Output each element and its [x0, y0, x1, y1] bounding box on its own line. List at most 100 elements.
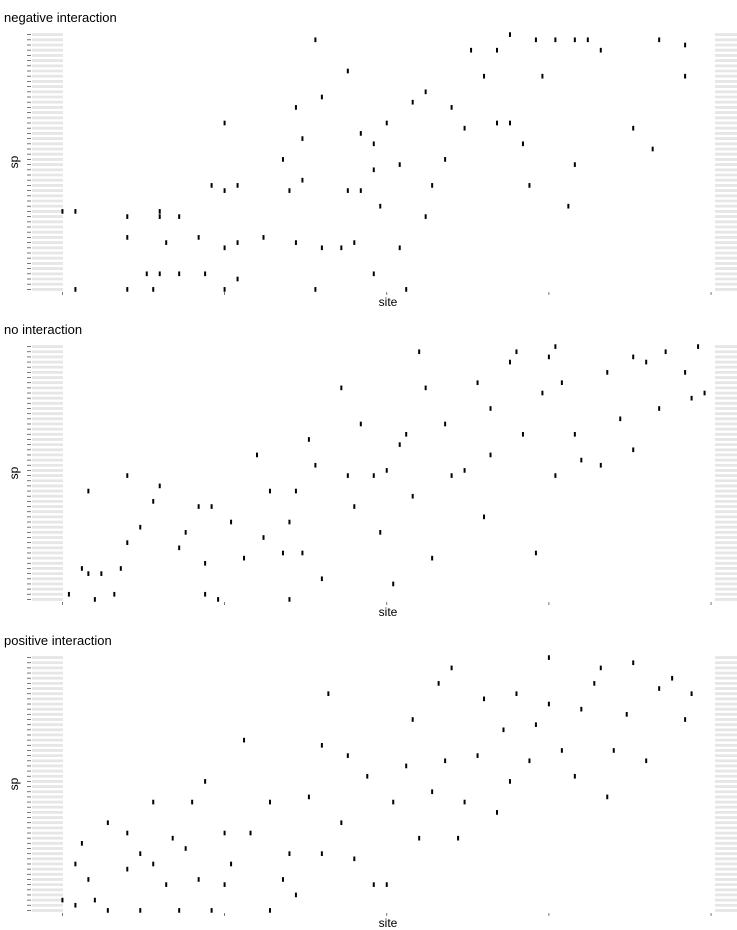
occurrence-mark [281, 157, 284, 162]
occurrence-mark [74, 861, 77, 867]
occurrence-mark [508, 120, 511, 126]
occurrence-mark [294, 240, 297, 245]
occurrence-mark [547, 655, 550, 660]
occurrence-mark [294, 105, 297, 110]
occurrence-mark [541, 73, 544, 79]
occurrence-mark [320, 742, 323, 748]
occurrence-mark [191, 799, 194, 805]
occurrence-mark [671, 675, 674, 681]
occurrence-mark [126, 473, 129, 478]
occurrence-mark [178, 908, 181, 913]
occurrence-mark [249, 830, 252, 836]
occurrence-mark [528, 183, 531, 188]
panel-title: no interaction [4, 322, 82, 337]
occurrence-mark [684, 73, 687, 79]
occurrence-mark [184, 846, 187, 851]
occurrence-mark [431, 183, 434, 188]
occurrence-mark [126, 235, 129, 240]
occurrence-mark [431, 789, 434, 795]
occurrence-mark [372, 167, 375, 173]
occurrence-mark [508, 359, 511, 365]
occurrence-mark [223, 287, 226, 292]
occurrence-mark [392, 581, 395, 587]
occurrence-mark [457, 835, 460, 841]
occurrence-mark [236, 276, 239, 282]
occurrence-mark [106, 820, 109, 826]
x-axis-label: site [379, 295, 398, 309]
occurrence-mark [281, 877, 284, 882]
occurrence-mark [580, 457, 583, 463]
occurrence-mark [502, 727, 505, 733]
occurrence-mark [197, 504, 200, 509]
occurrence-mark [307, 794, 310, 800]
occurrence-mark [262, 535, 265, 540]
occurrence-mark [204, 560, 207, 566]
occurrence-mark [547, 354, 550, 360]
occurrence-mark [126, 214, 129, 219]
occurrence-mark [158, 209, 161, 214]
occurrence-mark [210, 504, 213, 509]
occurrence-mark [463, 468, 466, 473]
occurrence-mark [126, 540, 129, 545]
occurrence-mark [80, 841, 83, 846]
occurrence-mark [288, 597, 291, 602]
occurrence-mark [489, 406, 492, 411]
occurrence-mark [697, 344, 700, 349]
occurrence-mark [353, 856, 356, 862]
occurrence-mark [554, 344, 557, 349]
occurrence-mark [223, 120, 226, 126]
occurrence-mark [288, 519, 291, 525]
occurrence-mark [573, 431, 576, 437]
occurrence-mark [184, 530, 187, 535]
occurrence-mark [632, 354, 635, 360]
occurrence-mark [152, 861, 155, 867]
occurrence-mark [197, 877, 200, 882]
occurrence-mark [483, 514, 486, 520]
occurrence-mark [158, 214, 161, 219]
occurrence-mark [528, 758, 531, 764]
occurrence-mark [210, 183, 213, 188]
occurrence-mark [534, 37, 537, 43]
occurrence-mark [327, 691, 330, 697]
occurrence-mark [450, 105, 453, 110]
occurrence-mark [379, 203, 382, 209]
occurrence-mark [385, 882, 388, 887]
occurrence-mark [372, 882, 375, 887]
occurrence-mark [87, 877, 90, 882]
occurrence-mark [632, 660, 635, 666]
occurrence-mark [573, 162, 576, 167]
occurrence-mark [684, 42, 687, 48]
panel-title: positive interaction [4, 633, 112, 648]
occurrence-mark [405, 431, 408, 437]
occurrence-mark [521, 431, 524, 437]
occurrence-mark [612, 748, 615, 753]
occurrence-mark [651, 146, 654, 152]
occurrence-mark [256, 452, 259, 458]
occurrence-mark [554, 473, 557, 478]
occurrence-mark [74, 902, 77, 908]
occurrence-mark [554, 37, 557, 43]
occurrence-mark [288, 188, 291, 193]
occurrence-mark [431, 555, 434, 561]
occurrence-mark [476, 753, 479, 758]
occurrence-mark [301, 550, 304, 556]
occurrence-mark [100, 571, 103, 576]
occurrence-mark [398, 442, 401, 447]
occurrence-mark [658, 37, 661, 43]
occurrence-mark [444, 157, 447, 162]
occurrence-mark [684, 717, 687, 722]
occurrence-mark [243, 555, 246, 561]
occurrence-mark [580, 706, 583, 712]
occurrence-mark [139, 851, 142, 856]
occurrence-mark [547, 701, 550, 707]
occurrence-mark [599, 47, 602, 53]
occurrence-mark [126, 866, 129, 872]
occurrence-mark [586, 37, 589, 43]
occurrence-mark [152, 799, 155, 805]
occurrence-mark [340, 385, 343, 391]
occurrence-mark [158, 483, 161, 489]
occurrence-mark [268, 488, 271, 494]
occurrence-mark [320, 94, 323, 100]
occurrence-mark [599, 462, 602, 468]
occurrence-mark [268, 908, 271, 913]
